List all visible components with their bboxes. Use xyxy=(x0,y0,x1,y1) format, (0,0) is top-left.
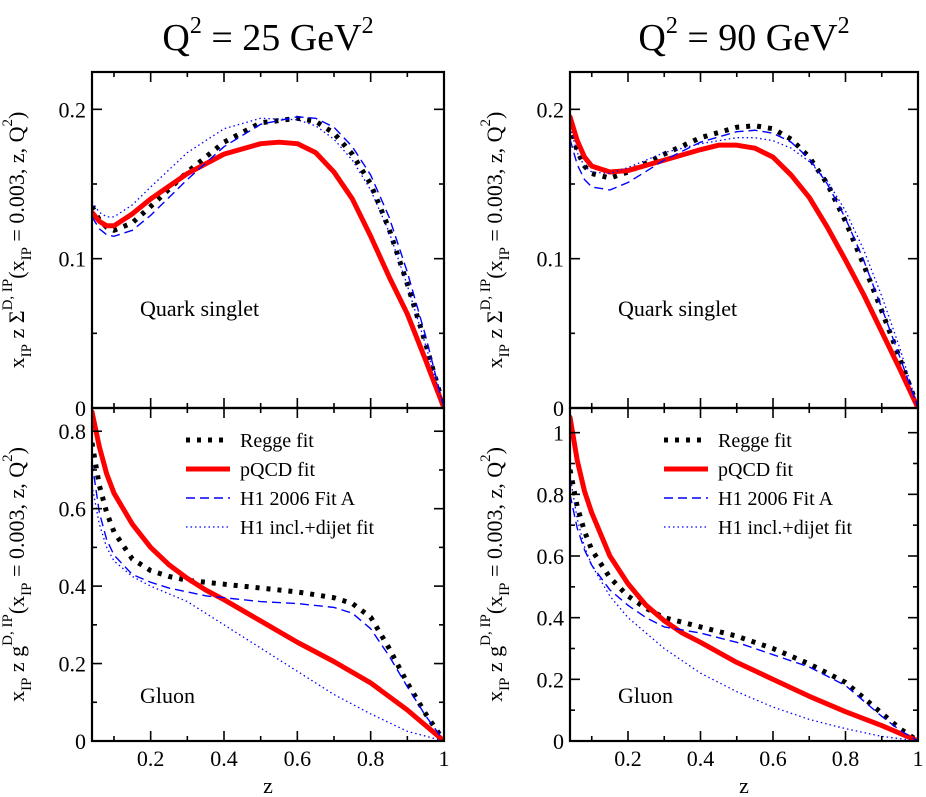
xtick-label: 0.4 xyxy=(687,746,715,771)
panel-q25: 0 0.1 0.2 Quark singlet Q2 = 25 GeV2 xIP z ΣD… xyxy=(0,13,446,421)
series-pqcd-q25 xyxy=(92,139,444,408)
x-axis-label: z xyxy=(263,773,273,797)
x-axis-label: z xyxy=(739,773,749,797)
ytick-label: 1 xyxy=(553,421,564,446)
xtick-label: 1 xyxy=(439,746,450,771)
series-regge-g90 xyxy=(570,469,918,741)
svg-text:xIP z ΣD, IP(xIP = 0.003, z, Q: xIP z ΣD, IP(xIP = 0.003, z, Q2) xyxy=(478,112,513,369)
y-axis-label-g90: xIP z gD, IP(xIP = 0.003, z, Q2) xyxy=(478,447,513,702)
ytick-label: 0.1 xyxy=(59,247,87,272)
y-axis-label-q25: xIP z ΣD, IP(xIP = 0.003, z, Q2) xyxy=(0,112,35,369)
xtick-label: 0.8 xyxy=(357,746,385,771)
legend-label-h1a: H1 2006 Fit A xyxy=(240,488,356,510)
curves-q90 xyxy=(570,114,918,408)
frame-q90 xyxy=(568,70,920,410)
panel-g90: 0 0.2 0.4 0.6 0.8 1 0.2 0.4 0.6 0.8 1 z Gluon xIP z g… xyxy=(478,406,924,797)
ytick-label: 0.4 xyxy=(537,606,565,631)
ytick-label: 0.2 xyxy=(537,97,565,122)
svg-text:xIP z gD, IP(xIP = 0.003, z, Q: xIP z gD, IP(xIP = 0.003, z, Q2) xyxy=(0,447,35,702)
curves-g90 xyxy=(570,414,918,741)
yticks-q90 xyxy=(570,108,918,335)
series-regge-q25 xyxy=(92,115,444,408)
series-h1d-q25 xyxy=(92,117,444,408)
ytick-label: 0 xyxy=(553,396,564,421)
series-regge-q90 xyxy=(570,123,918,408)
svg-text:xIP z ΣD, IP(xIP = 0.003, z, Q: xIP z ΣD, IP(xIP = 0.003, z, Q2) xyxy=(0,112,35,369)
panel-q90: 0 0.1 0.2 Quark singlet Q2 = 90 GeV2 xIP z ΣD… xyxy=(478,13,920,421)
xtick-label: 0.2 xyxy=(137,746,165,771)
yticks-g25 xyxy=(92,430,444,704)
legend-label-pqcd: pQCD fit xyxy=(718,459,793,481)
xticks-g25 xyxy=(113,408,409,741)
series-pqcd-q90 xyxy=(570,114,918,408)
ytick-label: 0.8 xyxy=(59,419,87,444)
ytick-label: 0 xyxy=(75,396,86,421)
panel-label-q90: Quark singlet xyxy=(618,296,737,321)
frame-g25 xyxy=(90,406,446,743)
ytick-label: 0.8 xyxy=(537,482,565,507)
ytick-label: 0.1 xyxy=(537,247,565,272)
series-h1a-q90 xyxy=(570,129,918,408)
ytick-label: 0.2 xyxy=(59,652,87,677)
series-h1a-g25 xyxy=(92,462,444,741)
legend-label-h1d: H1 incl.+dijet fit xyxy=(718,517,852,539)
curves-g25 xyxy=(92,409,444,741)
xtick-label: 0.8 xyxy=(832,746,860,771)
ytick-label: 0.2 xyxy=(59,97,87,122)
xtick-label: 1 xyxy=(913,746,924,771)
legend-g25: Regge fit pQCD fit H1 2006 Fit A H1 incl.+d… xyxy=(186,430,374,539)
legend-g90: Regge fit pQCD fit H1 2006 Fit A H1 incl.+d… xyxy=(664,430,852,539)
legend-label-h1a: H1 2006 Fit A xyxy=(718,488,834,510)
panel-label-g25: Gluon xyxy=(140,683,195,708)
xtick-label: 0.6 xyxy=(284,746,312,771)
xticks-q90 xyxy=(590,72,883,408)
ytick-label: 0.6 xyxy=(537,544,565,569)
ytick-label: 0 xyxy=(553,729,564,754)
series-h1d-q90 xyxy=(570,127,918,408)
legend-label-h1d: H1 incl.+dijet fit xyxy=(240,517,374,539)
legend-label-regge: Regge fit xyxy=(718,430,792,452)
xtick-label: 0.4 xyxy=(210,746,238,771)
yticks-g90 xyxy=(570,431,918,711)
y-axis-label-q90: xIP z ΣD, IP(xIP = 0.003, z, Q2) xyxy=(478,112,513,369)
series-pqcd-g90 xyxy=(570,414,918,741)
ytick-label: 0.4 xyxy=(59,574,87,599)
xtick-label: 0.2 xyxy=(614,746,642,771)
series-regge-g25 xyxy=(92,442,444,741)
series-h1d-g25 xyxy=(92,485,444,741)
panel-title-q90: Q2 = 90 GeV2 xyxy=(638,13,849,59)
curves-q25 xyxy=(92,115,444,408)
panel-title-q25: Q2 = 25 GeV2 xyxy=(162,13,373,59)
series-h1a-g90 xyxy=(570,494,918,741)
ytick-label: 0.2 xyxy=(537,667,565,692)
legend-label-regge: Regge fit xyxy=(240,430,314,452)
ytick-label: 0 xyxy=(75,729,86,754)
xticks-g90 xyxy=(590,408,883,741)
xticks-q25 xyxy=(113,72,409,408)
panel-g25: 0 0.2 0.4 0.6 0.8 0.2 0.4 0.6 0.8 1 z Gluon xIP z gD… xyxy=(0,406,450,797)
yticks-q25 xyxy=(92,108,444,335)
series-h1a-q25 xyxy=(92,116,444,408)
xtick-label: 0.6 xyxy=(759,746,787,771)
series-pqcd-g25 xyxy=(92,409,444,741)
panel-label-g90: Gluon xyxy=(618,683,673,708)
svg-text:xIP z gD, IP(xIP = 0.003, z, Q: xIP z gD, IP(xIP = 0.003, z, Q2) xyxy=(478,447,513,702)
series-h1d-g90 xyxy=(570,475,918,741)
y-axis-label-g25: xIP z gD, IP(xIP = 0.003, z, Q2) xyxy=(0,447,35,702)
panel-label-q25: Quark singlet xyxy=(140,296,259,321)
ytick-label: 0.6 xyxy=(59,497,87,522)
frame-g90 xyxy=(568,406,920,743)
legend-label-pqcd: pQCD fit xyxy=(240,459,315,481)
